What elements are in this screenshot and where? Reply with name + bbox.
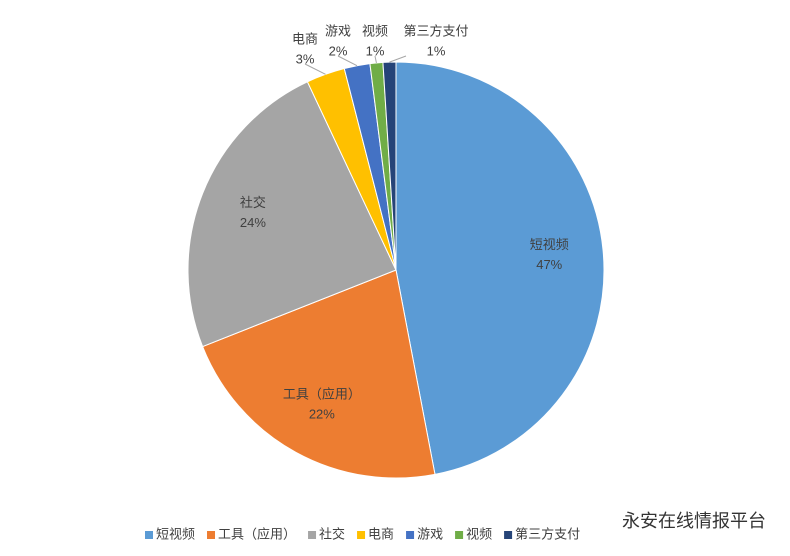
legend-swatch (455, 531, 464, 539)
pie-slice (187, 81, 397, 348)
legend-label: 游戏 (417, 526, 443, 541)
leader-line (304, 63, 326, 75)
slice-value-label: 47% (536, 257, 562, 272)
legend-swatch (145, 531, 153, 539)
watermark: 永安在线情报平台 (622, 511, 766, 531)
slice-value-label: 24% (240, 215, 266, 230)
legend-label: 短视频 (156, 526, 195, 541)
legend-swatch (504, 531, 513, 539)
legend-swatch (406, 531, 415, 539)
slice-value-label: 22% (309, 406, 335, 421)
legend-label: 视频 (466, 526, 492, 541)
slice-label: 游戏 (325, 23, 351, 38)
leader-line (337, 55, 358, 67)
legend-swatch (357, 531, 366, 539)
slice-value-label: 2% (329, 43, 348, 58)
legend-label: 第三方支付 (515, 526, 580, 541)
slice-value-label: 1% (366, 43, 385, 58)
slice-value-label: 1% (427, 43, 446, 58)
leader-line (374, 55, 377, 64)
legend-swatch (308, 531, 317, 539)
slice-label: 工具（应用） (283, 386, 361, 401)
slice-label: 社交 (240, 195, 266, 210)
legend-swatch (207, 531, 216, 539)
leader-line (389, 55, 407, 63)
slice-label: 视频 (362, 23, 388, 38)
slice-value-label: 3% (296, 51, 315, 66)
slice-label: 短视频 (530, 237, 569, 252)
slice-label: 电商 (292, 31, 318, 46)
legend-label: 社交 (319, 526, 345, 541)
pie-slice (395, 61, 605, 475)
slice-label: 第三方支付 (403, 23, 468, 38)
legend-label: 电商 (368, 526, 394, 541)
pie-slice (201, 269, 436, 479)
legend-label: 工具（应用） (218, 526, 296, 541)
